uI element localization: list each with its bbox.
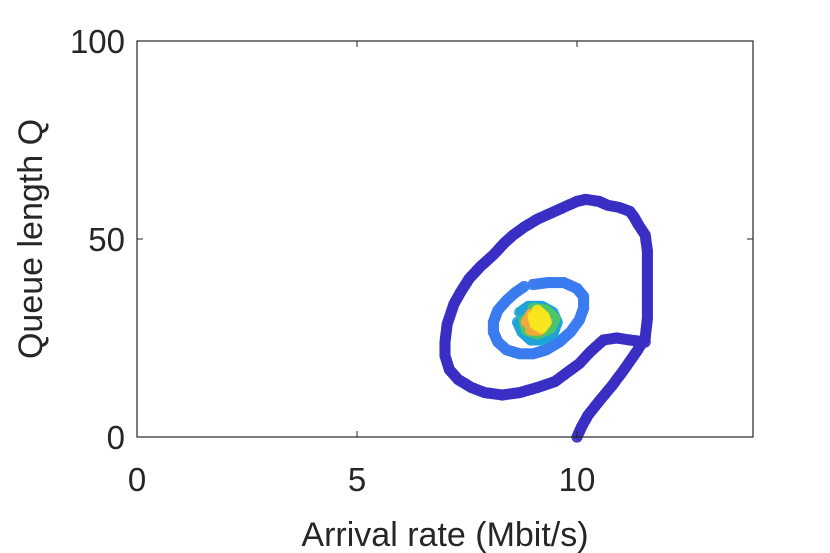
scatter-point [527, 310, 539, 322]
trajectory-marks [439, 193, 654, 443]
y-axis-label: Queue length Q [12, 119, 50, 359]
x-tick-label: 0 [128, 461, 146, 498]
x-tick-label: 5 [348, 461, 366, 498]
x-axis-ticks: 0 5 10 [128, 41, 596, 498]
series-0 [439, 193, 654, 443]
series-1 [487, 276, 590, 360]
x-axis-label: Arrival rate (Mbit/s) [301, 516, 588, 553]
scatter-point [518, 280, 530, 293]
y-tick-label: 0 [107, 419, 125, 456]
x-tick-label: 10 [559, 461, 596, 498]
scatter-point [639, 336, 651, 348]
y-tick-label: 100 [70, 23, 125, 60]
plot-background [137, 41, 753, 437]
y-axis-ticks: 0 50 100 [70, 23, 753, 456]
series-5 [527, 304, 552, 334]
y-tick-label: 50 [88, 221, 125, 258]
